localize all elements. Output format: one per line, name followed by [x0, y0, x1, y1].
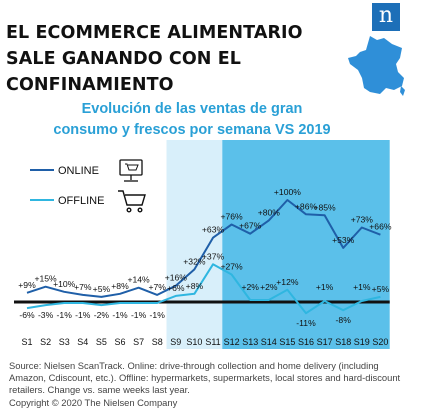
- data-label-offline-s12: +27%: [220, 261, 243, 271]
- subtitle-line-1: Evolución de las ventas de gran: [81, 101, 303, 117]
- source-note: Source: Nielsen ScanTrack. Online: drive…: [9, 360, 401, 395]
- data-label-online-s1: +9%: [18, 280, 36, 290]
- data-label-online-s10: +32%: [183, 256, 206, 266]
- data-label-online-s4: +7%: [74, 282, 92, 292]
- copyright-note: Copyright © 2020 The Nielsen Company: [9, 397, 178, 408]
- x-tick-s5: S5: [96, 337, 107, 347]
- data-label-offline-s2: -3%: [38, 310, 54, 320]
- x-tick-s9: S9: [170, 337, 181, 347]
- data-label-online-s16: +86%: [295, 201, 318, 211]
- headline: EL ECOMMERCE ALIMENTARIO SALE GANANDO CO…: [6, 20, 336, 98]
- data-label-online-s17: +85%: [313, 202, 336, 212]
- x-tick-s17: S17: [317, 337, 333, 347]
- headline-line-1: EL ECOMMERCE ALIMENTARIO: [6, 23, 303, 43]
- data-label-offline-s20: +5%: [372, 284, 390, 294]
- x-tick-s3: S3: [59, 337, 70, 347]
- x-tick-s12: S12: [224, 337, 240, 347]
- subtitle-line-2: consumo y frescos por semana VS 2019: [53, 122, 331, 138]
- data-label-offline-s10: +8%: [186, 281, 204, 291]
- series-line-offline: [26, 263, 381, 315]
- data-label-offline-s4: -1%: [75, 310, 91, 320]
- data-label-offline-s18: -8%: [336, 315, 352, 325]
- data-label-online-s7: +14%: [127, 275, 150, 285]
- data-label-online-s18: +53%: [332, 235, 355, 245]
- headline-line-3: CONFINAMIENTO: [6, 75, 174, 95]
- data-label-offline-s5: -2%: [94, 310, 110, 320]
- data-label-online-s5: +5%: [93, 284, 111, 294]
- data-label-online-s3: +10%: [53, 279, 76, 289]
- data-label-offline-s13: +2%: [241, 282, 259, 292]
- data-label-offline-s17: +1%: [316, 282, 334, 292]
- data-label-offline-s1: -6%: [19, 310, 35, 320]
- x-tick-s13: S13: [242, 337, 258, 347]
- data-label-online-s19: +73%: [351, 215, 374, 225]
- x-tick-s20: S20: [372, 337, 388, 347]
- data-label-online-s12: +76%: [220, 211, 243, 221]
- x-tick-s19: S19: [354, 337, 370, 347]
- x-tick-s14: S14: [261, 337, 277, 347]
- data-label-offline-s15: +12%: [276, 277, 299, 287]
- data-label-offline-s16: -11%: [296, 318, 316, 328]
- data-label-online-s13: +67%: [239, 221, 262, 231]
- x-tick-s6: S6: [114, 337, 125, 347]
- series-line-online: [26, 199, 381, 298]
- data-label-online-s20: +66%: [369, 222, 392, 232]
- legend-label-online: ONLINE: [58, 165, 99, 177]
- data-label-online-s8: +7%: [148, 282, 166, 292]
- data-label-offline-s11: +37%: [202, 251, 225, 261]
- shaded-period-light: [166, 140, 223, 349]
- x-tick-s11: S11: [205, 337, 220, 347]
- data-label-online-s2: +15%: [34, 274, 57, 284]
- x-tick-s15: S15: [279, 337, 295, 347]
- data-label-offline-s6: -1%: [112, 310, 128, 320]
- data-label-online-s9: +16%: [165, 273, 188, 283]
- nielsen-logo: n: [372, 3, 400, 31]
- x-tick-s7: S7: [133, 337, 144, 347]
- data-label-online-s15: +100%: [274, 187, 301, 197]
- data-label-offline-s3: -1%: [57, 310, 73, 320]
- chart-subtitle: Evolución de las ventas de gran consumo …: [22, 99, 362, 141]
- data-label-online-s6: +8%: [111, 281, 129, 291]
- data-label-offline-s7: -1%: [131, 310, 147, 320]
- legend-label-offline: OFFLINE: [58, 195, 104, 207]
- computer-icon: [119, 159, 143, 182]
- sales-chart: +9%+15%+10%+7% +5% +8%+14%+7%+16%+32%+63%+…: [14, 140, 392, 349]
- x-tick-s2: S2: [40, 337, 51, 347]
- shopping-cart-icon: [118, 190, 146, 213]
- x-tick-s4: S4: [77, 337, 88, 347]
- france-map-icon: [348, 36, 405, 96]
- data-label-online-s11: +63%: [202, 225, 225, 235]
- x-tick-s8: S8: [152, 337, 163, 347]
- x-tick-s18: S18: [335, 337, 351, 347]
- x-tick-s1: S1: [21, 337, 32, 347]
- x-tick-s16: S16: [298, 337, 314, 347]
- data-label-offline-s8: -1%: [150, 310, 166, 320]
- x-tick-s10: S10: [186, 337, 202, 347]
- data-label-offline-s19: +1%: [353, 282, 371, 292]
- headline-line-2: SALE GANANDO CON EL: [6, 49, 242, 69]
- data-label-online-s14: +80%: [258, 207, 281, 217]
- data-label-offline-s14: +2%: [260, 282, 278, 292]
- data-label-offline-s9: +6%: [167, 283, 185, 293]
